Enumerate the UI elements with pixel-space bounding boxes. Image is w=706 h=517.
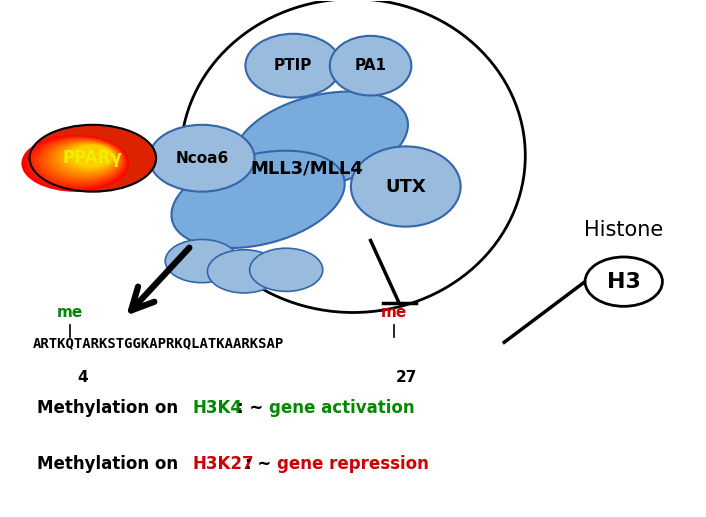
Text: Methylation on: Methylation on (37, 455, 184, 473)
Ellipse shape (172, 151, 345, 248)
Text: 27: 27 (396, 370, 417, 385)
Text: me: me (381, 305, 407, 320)
Text: H3K4: H3K4 (193, 399, 243, 417)
Ellipse shape (234, 92, 408, 189)
Ellipse shape (21, 135, 129, 192)
Text: PTIP: PTIP (274, 58, 313, 73)
Text: : ~: : ~ (246, 455, 277, 473)
Text: Methylation on: Methylation on (37, 399, 184, 417)
Text: PA1: PA1 (354, 58, 387, 73)
Ellipse shape (59, 143, 116, 173)
Ellipse shape (56, 142, 117, 174)
Ellipse shape (28, 136, 127, 189)
Text: ARTKQTARKSTGGKAPRKQLATKAARKSAP: ARTKQTARKSTGGKAPRKQLATKAARKSAP (33, 337, 285, 351)
Ellipse shape (330, 36, 412, 96)
Text: PPARγ: PPARγ (63, 149, 123, 167)
Text: Histone: Histone (584, 220, 664, 240)
Text: H3: H3 (606, 271, 640, 292)
Ellipse shape (36, 138, 124, 185)
Ellipse shape (30, 125, 156, 192)
Ellipse shape (246, 34, 341, 98)
Ellipse shape (24, 135, 128, 190)
Ellipse shape (68, 144, 114, 169)
Ellipse shape (351, 146, 460, 226)
Ellipse shape (54, 142, 119, 176)
Ellipse shape (33, 138, 125, 186)
Ellipse shape (39, 139, 124, 183)
Ellipse shape (208, 250, 280, 293)
Ellipse shape (181, 0, 525, 312)
Ellipse shape (149, 125, 255, 192)
Ellipse shape (71, 145, 113, 167)
Ellipse shape (65, 144, 114, 170)
Ellipse shape (47, 140, 121, 179)
Ellipse shape (250, 248, 323, 292)
Text: Ncoa6: Ncoa6 (175, 151, 229, 166)
Text: H3K27: H3K27 (193, 455, 254, 473)
Text: gene repression: gene repression (277, 455, 429, 473)
Text: me: me (57, 305, 83, 320)
Ellipse shape (51, 141, 119, 177)
Ellipse shape (165, 239, 239, 283)
Text: UTX: UTX (385, 177, 426, 195)
Text: 4: 4 (77, 370, 88, 385)
Ellipse shape (585, 257, 662, 307)
Text: : ~: : ~ (237, 399, 269, 417)
Ellipse shape (62, 143, 116, 172)
Ellipse shape (44, 140, 121, 180)
Text: MLL3/MLL4: MLL3/MLL4 (251, 160, 364, 177)
Text: gene activation: gene activation (268, 399, 414, 417)
Ellipse shape (42, 139, 122, 181)
Ellipse shape (30, 136, 126, 188)
